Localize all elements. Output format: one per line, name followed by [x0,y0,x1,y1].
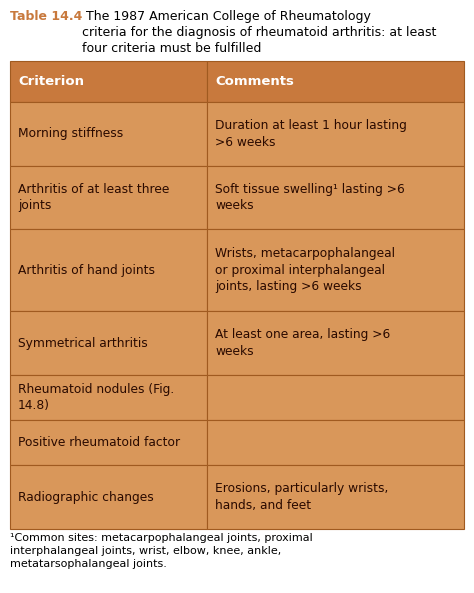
Text: Criterion: Criterion [18,75,84,88]
Text: Positive rheumatoid factor: Positive rheumatoid factor [18,436,180,449]
Text: The 1987 American College of Rheumatology
criteria for the diagnosis of rheumato: The 1987 American College of Rheumatolog… [82,10,437,55]
Text: Symmetrical arthritis: Symmetrical arthritis [18,337,148,350]
Text: Morning stiffness: Morning stiffness [18,127,123,141]
Text: Arthritis of at least three
joints: Arthritis of at least three joints [18,183,169,212]
Bar [10,420,208,466]
Text: At least one area, lasting >6
weeks: At least one area, lasting >6 weeks [216,329,391,358]
Bar [10,311,208,375]
Bar [10,61,208,102]
Bar [10,229,208,311]
Bar [10,102,208,165]
Bar [10,165,208,229]
Text: ¹Common sites: metacarpophalangeal joints, proximal
interphalangeal joints, wris: ¹Common sites: metacarpophalangeal joint… [10,533,313,569]
Bar [208,466,464,529]
Text: Rheumatoid nodules (Fig.
14.8): Rheumatoid nodules (Fig. 14.8) [18,383,174,412]
Bar [208,375,464,420]
Bar [208,102,464,165]
Bar [208,311,464,375]
Text: Soft tissue swelling¹ lasting >6
weeks: Soft tissue swelling¹ lasting >6 weeks [216,183,405,212]
Text: Radiographic changes: Radiographic changes [18,490,154,503]
Bar [10,375,208,420]
Text: Wrists, metacarpophalangeal
or proximal interphalangeal
joints, lasting >6 weeks: Wrists, metacarpophalangeal or proximal … [216,247,395,294]
Text: Comments: Comments [216,75,294,88]
Bar [208,61,464,102]
Bar [10,466,208,529]
Text: Arthritis of hand joints: Arthritis of hand joints [18,264,155,277]
Bar [208,420,464,466]
Text: Table 14.4: Table 14.4 [10,10,82,23]
Text: Duration at least 1 hour lasting
>6 weeks: Duration at least 1 hour lasting >6 week… [216,119,407,149]
Bar [208,165,464,229]
Bar [208,229,464,311]
Text: Erosions, particularly wrists,
hands, and feet: Erosions, particularly wrists, hands, an… [216,483,389,512]
